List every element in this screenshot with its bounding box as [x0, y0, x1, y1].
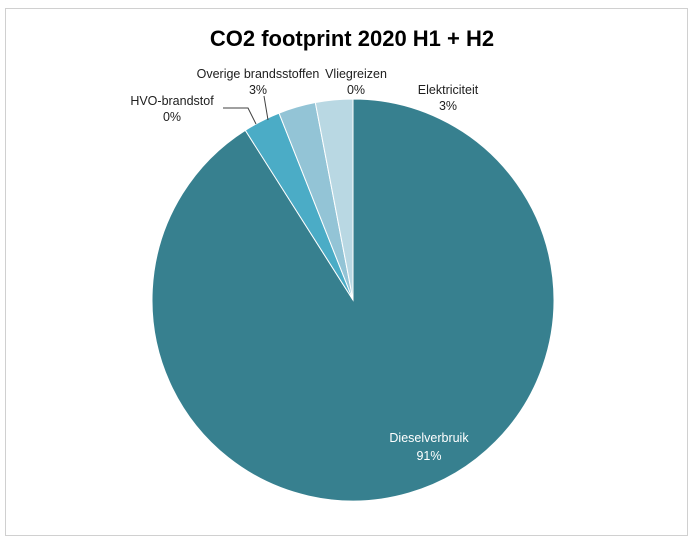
slice-label-value-vliegreizen: 0%	[347, 83, 365, 97]
slice-label-name-elektriciteit: Elektriciteit	[418, 83, 479, 97]
pie-slice-vliegreizen	[314, 98, 354, 301]
slice-label-value-elektriciteit: 3%	[439, 99, 457, 113]
slice-label-name-overige: Overige brandsstoffen	[197, 67, 320, 81]
slice-label-value-overige: 3%	[249, 83, 267, 97]
leader-line-overige	[263, 95, 269, 121]
chart-title: CO2 footprint 2020 H1 + H2	[210, 26, 494, 51]
slice-label-name-vliegreizen: Vliegreizen	[325, 67, 387, 81]
leader-line-hvo	[223, 107, 257, 125]
slice-label-value-dieselverbruik: 91%	[416, 449, 441, 463]
slice-label-value-hvo: 0%	[163, 110, 181, 124]
pie-slices	[151, 98, 555, 502]
slice-label-name-dieselverbruik: Dieselverbruik	[389, 431, 469, 445]
slice-label-name-hvo: HVO-brandstof	[130, 94, 214, 108]
